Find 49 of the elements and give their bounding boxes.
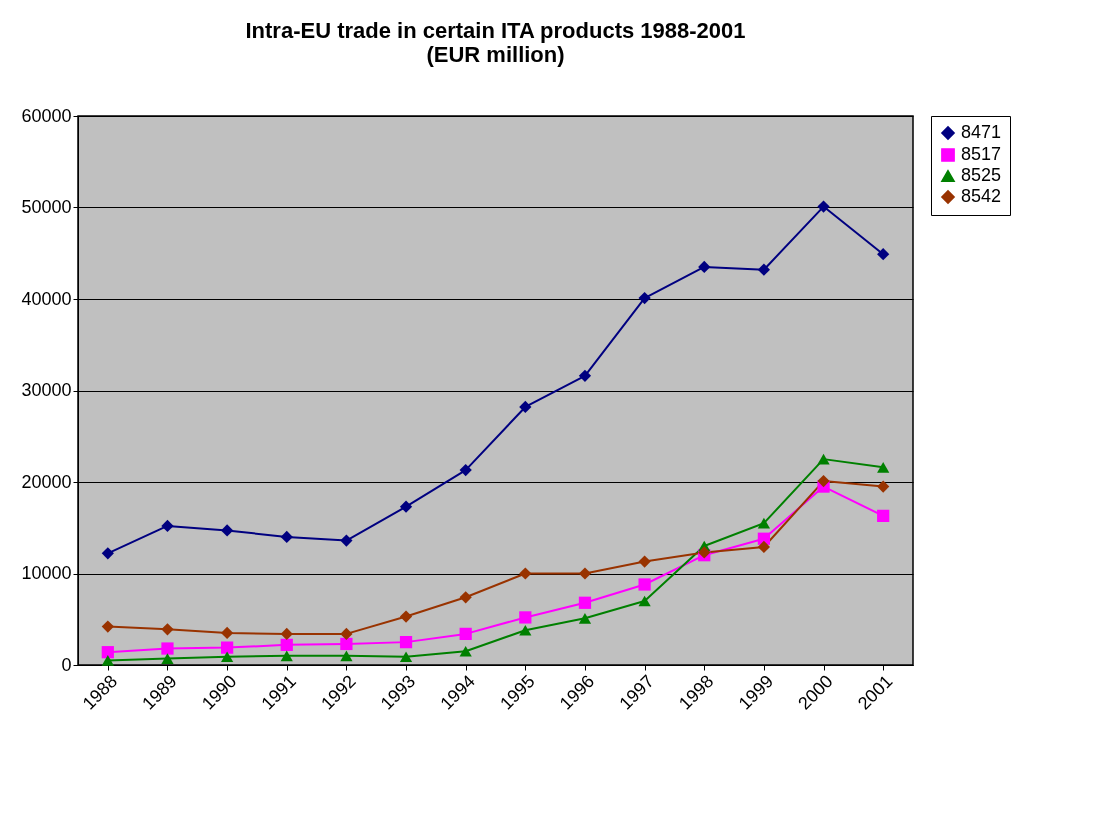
y-tick-label: 50000 (21, 197, 72, 217)
point (519, 400, 532, 414)
y-tick-label: 60000 (21, 105, 72, 126)
point (220, 641, 234, 654)
legend-label: 8542 (961, 186, 1002, 206)
point (698, 260, 711, 274)
point (817, 474, 830, 488)
y-tick-label: 20000 (21, 471, 72, 492)
point (638, 291, 651, 305)
point (757, 263, 771, 276)
legend-label: 8517 (961, 144, 1002, 164)
point (161, 519, 174, 533)
point (877, 248, 890, 261)
point (220, 626, 234, 640)
point (340, 637, 353, 651)
point (578, 596, 592, 609)
point (877, 509, 890, 522)
legend-label: 8525 (961, 165, 1002, 185)
point (220, 524, 234, 537)
point (280, 638, 293, 651)
point (280, 650, 293, 662)
point (877, 480, 890, 493)
point (757, 517, 771, 529)
point (578, 613, 592, 624)
point (101, 655, 114, 666)
y-tick-label: 30000 (21, 380, 72, 400)
point (578, 567, 592, 580)
legend-label: 8471 (961, 122, 1002, 142)
text: (EUR million) (426, 42, 565, 67)
point (101, 620, 114, 633)
point (220, 651, 234, 663)
point (340, 627, 353, 641)
point (280, 627, 293, 641)
point (399, 500, 413, 513)
point (877, 462, 890, 473)
point (101, 547, 114, 560)
point (459, 627, 472, 641)
point (101, 646, 114, 659)
y-tick-label: 10000 (21, 563, 72, 583)
point (399, 610, 413, 623)
text: Intra-EU trade in certain ITA products 1988-2001 (245, 18, 746, 43)
point (280, 530, 293, 544)
point (757, 540, 771, 554)
point (399, 651, 413, 663)
point (578, 369, 592, 382)
point (459, 463, 472, 477)
y-tick-label: 0 (61, 654, 72, 675)
point (399, 636, 413, 649)
y-tick-label: 40000 (21, 288, 72, 309)
